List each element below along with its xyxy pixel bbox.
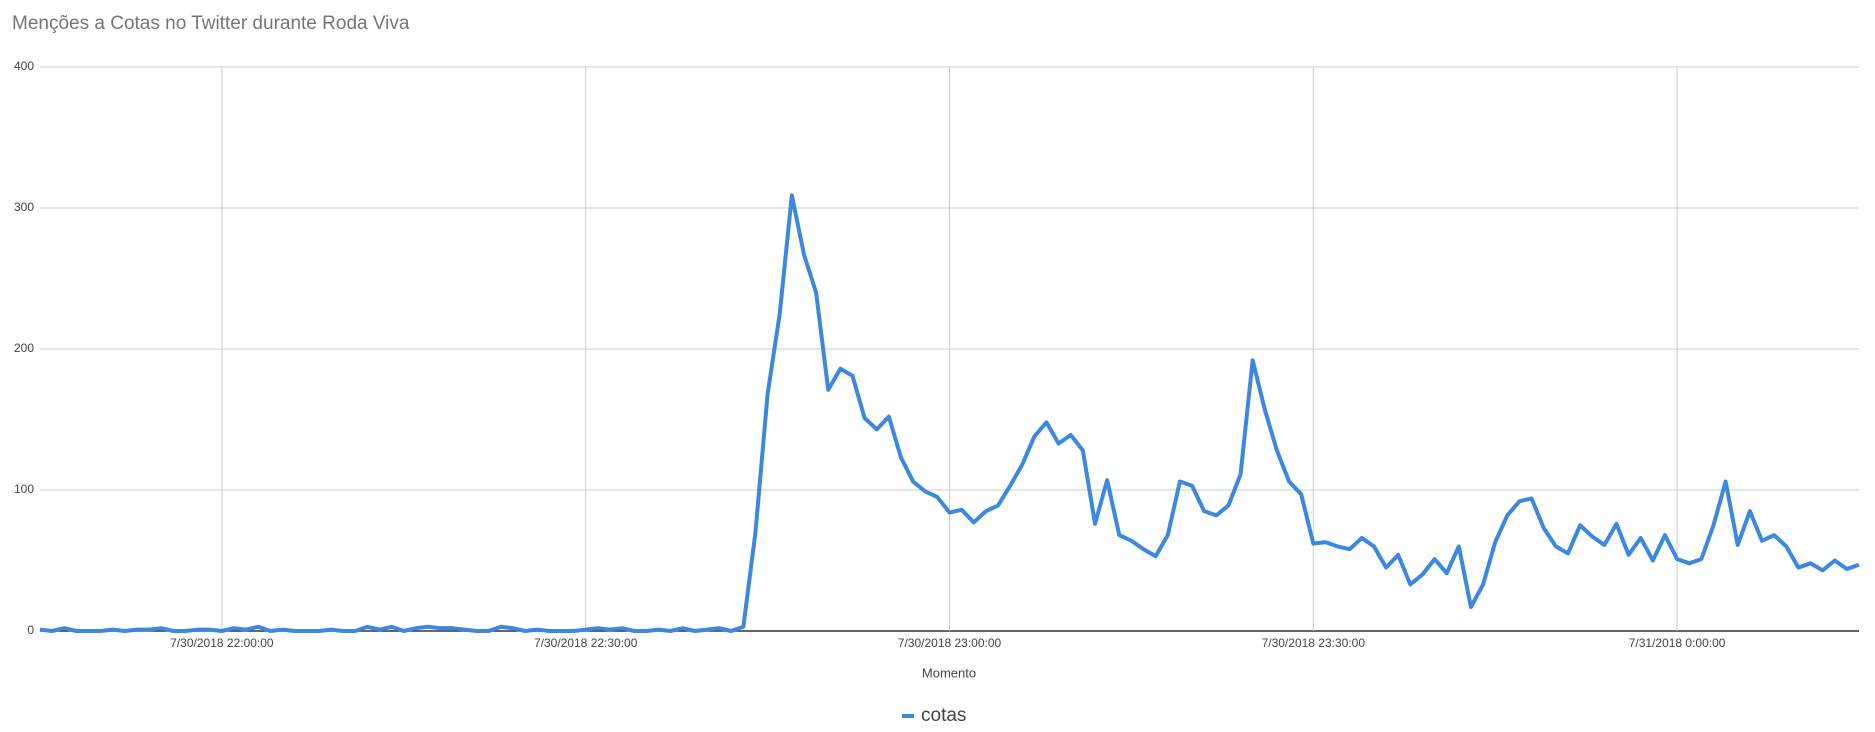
y-tick-label: 400	[14, 59, 34, 73]
x-tick-label: 7/31/2018 0:00:00	[1629, 636, 1726, 650]
legend-label: cotas	[921, 705, 966, 726]
x-tick-label: 7/30/2018 23:30:00	[1262, 636, 1366, 650]
y-tick-label: 0	[27, 623, 34, 637]
x-tick-label: 7/30/2018 23:00:00	[898, 636, 1002, 650]
line	[39, 193, 1860, 633]
y-tick-label: 200	[14, 341, 34, 355]
y-tick-label: 300	[14, 200, 34, 214]
chart-title: Menções a Cotas no Twitter durante Roda …	[12, 13, 410, 34]
x-tick-label: 7/30/2018 22:30:00	[534, 636, 638, 650]
y-tick-label: 100	[14, 482, 34, 496]
x-tick-label: 7/30/2018 22:00:00	[170, 636, 274, 650]
x-axis-label: Momento	[922, 665, 976, 680]
